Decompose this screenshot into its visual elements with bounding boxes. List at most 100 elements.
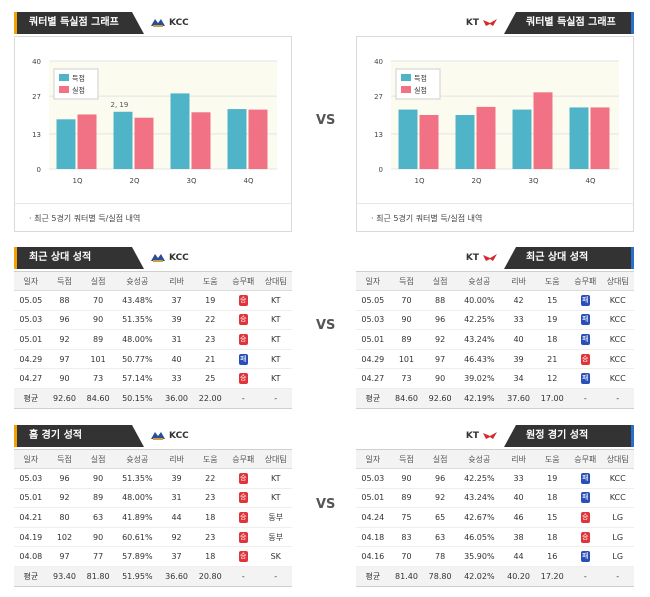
- table-cell: 51.35%: [114, 310, 160, 331]
- table-cell: 48.00%: [114, 329, 160, 350]
- table-cell: 05.01: [14, 488, 48, 509]
- table-cell: 50.77%: [114, 349, 160, 370]
- column-header: 상대팀: [601, 271, 634, 291]
- table-cell: 21: [535, 349, 570, 370]
- kcc-logo-icon: [151, 254, 165, 262]
- column-header: 상대팀: [601, 449, 634, 469]
- bar: [191, 112, 211, 169]
- table-row: 04.27 73 90 39.02% 34 12 패 KCC: [356, 368, 634, 389]
- team-name: KT: [465, 430, 479, 441]
- recent-panel-right: KT 최근 상대 성적 일자 득점 실점 슛성공 리바 도움 승무패 상대팀 05.05 70 88…: [356, 247, 634, 409]
- table-row: 05.03 90 96 42.25% 33 19 패 KCC: [356, 468, 634, 489]
- venue-stats-table: 일자 득점 실점 슛성공 리바 도움 승무패 상대팀 05.03 90 96 42.25% 33 19 패 K…: [356, 449, 634, 587]
- table-row: 05.01 89 92 43.24% 40 18 패 KCC: [356, 488, 634, 509]
- table-cell: 77: [81, 546, 115, 567]
- table-cell: 19: [535, 310, 570, 331]
- table-cell: 57.89%: [114, 546, 160, 567]
- table-cell: 승: [227, 468, 260, 489]
- table-cell: 40.00%: [456, 290, 502, 311]
- chart-note: · 최근 5경기 쿼터별 득/실점 내역: [15, 203, 291, 231]
- table-cell: KCC: [601, 488, 634, 509]
- table-header-row: 일자 득점 실점 슛성공 리바 도움 승무패 상대팀: [14, 449, 292, 469]
- column-header: 실점: [423, 449, 457, 469]
- result-badge: 승: [238, 373, 248, 385]
- table-cell: 65: [423, 507, 457, 528]
- table-row: 04.08 97 77 57.89% 37 18 승 SK: [14, 546, 292, 567]
- table-cell: 16: [535, 546, 570, 567]
- recent-stats-table: 일자 득점 실점 슛성공 리바 도움 승무패 상대팀 05.05 88 70 43.48% 37 19 승 K…: [14, 271, 292, 409]
- panel-header: 홈 경기 성적 KCC: [14, 425, 292, 447]
- vs-label: VS: [316, 318, 336, 333]
- legend-label: 실점: [72, 86, 85, 95]
- table-cell: 패: [569, 468, 602, 489]
- table-cell: -: [601, 566, 634, 587]
- table-cell: 46.05%: [456, 527, 502, 548]
- column-header: 도움: [193, 449, 228, 469]
- table-cell: 78.80: [423, 566, 457, 587]
- table-cell: 96: [47, 468, 82, 489]
- table-cell: -: [259, 566, 292, 587]
- legend-swatch: [59, 86, 69, 93]
- bar: [455, 115, 475, 169]
- result-badge: 패: [580, 373, 590, 385]
- table-cell: KCC: [601, 329, 634, 350]
- vs-label: VS: [316, 497, 336, 512]
- table-cell: SK: [259, 546, 292, 567]
- table-cell: 05.05: [14, 290, 48, 311]
- table-cell: 승: [569, 507, 602, 528]
- table-cell: 42.25%: [456, 310, 502, 331]
- table-cell: -: [569, 566, 602, 587]
- table-cell: 평균: [14, 566, 48, 587]
- table-cell: 42.02%: [456, 566, 502, 587]
- team-label: KCC: [150, 430, 189, 441]
- table-cell: 96: [423, 468, 457, 489]
- column-header: 슛성공: [114, 449, 160, 469]
- panel-tab-title: 쿼터별 득실점 그래프: [14, 12, 144, 34]
- venue-panel-right: KT 원정 경기 성적 일자 득점 실점 슛성공 리바 도움 승무패 상대팀 05.03 90 96…: [356, 425, 634, 587]
- team-name: KCC: [169, 252, 189, 263]
- bar: [227, 109, 247, 169]
- table-cell: 39: [159, 310, 194, 331]
- table-cell: 89: [389, 488, 424, 509]
- table-cell: 37: [159, 546, 194, 567]
- table-cell: KT: [259, 468, 292, 489]
- table-cell: 승: [227, 488, 260, 509]
- table-cell: 70: [389, 546, 424, 567]
- column-header: 득점: [47, 449, 82, 469]
- bar: [590, 107, 610, 169]
- table-row: 05.01 92 89 48.00% 31 23 승 KT: [14, 488, 292, 509]
- table-cell: 22: [193, 310, 228, 331]
- table-row: 05.05 88 70 43.48% 37 19 승 KT: [14, 290, 292, 311]
- table-cell: 92.60: [423, 388, 457, 409]
- table-cell: 92: [47, 329, 82, 350]
- x-tick-label: 2Q: [130, 177, 140, 185]
- bar: [512, 109, 532, 169]
- table-row: 05.01 89 92 43.24% 40 18 패 KCC: [356, 329, 634, 350]
- chart-note: · 최근 5경기 쿼터별 득/실점 내역: [357, 203, 633, 231]
- table-cell: 승: [227, 546, 260, 567]
- table-header-row: 일자 득점 실점 슛성공 리바 도움 승무패 상대팀: [14, 271, 292, 291]
- table-cell: 패: [569, 488, 602, 509]
- table-cell: 23: [193, 329, 228, 350]
- bar: [56, 119, 76, 169]
- table-cell: 40.20: [501, 566, 536, 587]
- bar: [476, 106, 496, 169]
- table-cell: 44: [501, 546, 536, 567]
- table-cell: 23: [193, 488, 228, 509]
- table-cell: 12: [535, 368, 570, 389]
- column-header: 일자: [14, 449, 48, 469]
- table-cell: 81.80: [81, 566, 115, 587]
- quarter-panel-right: KT 쿼터별 득실점 그래프 0 13 27 40 1Q 2Q 3Q 4Q 득점 실점 · 최근 …: [356, 12, 634, 232]
- quarter-panel-left: 쿼터별 득실점 그래프 KCC 0 13 27 40 1Q 2Q 3Q 4Q 득점 실점 2, 19…: [14, 12, 292, 232]
- venue-stats-table: 일자 득점 실점 슛성공 리바 도움 승무패 상대팀 05.03 96 90 51.35% 39 22 승 K…: [14, 449, 292, 587]
- table-cell: 05.01: [14, 329, 48, 350]
- table-cell: 90: [389, 310, 424, 331]
- result-badge: 패: [580, 551, 590, 563]
- column-header: 상대팀: [259, 271, 292, 291]
- bar: [134, 117, 154, 169]
- table-cell: 43.24%: [456, 488, 502, 509]
- table-cell: 18: [193, 546, 228, 567]
- x-tick-label: 4Q: [244, 177, 254, 185]
- team-label: KT: [466, 252, 498, 263]
- table-cell: 50.15%: [114, 388, 160, 409]
